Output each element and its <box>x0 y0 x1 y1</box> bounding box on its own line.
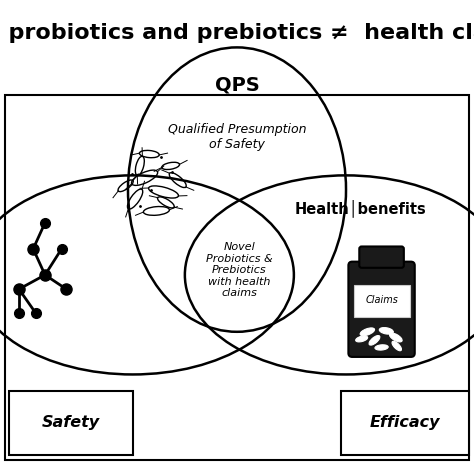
Ellipse shape <box>392 341 401 351</box>
FancyBboxPatch shape <box>348 262 415 357</box>
FancyBboxPatch shape <box>359 246 404 268</box>
FancyBboxPatch shape <box>341 391 469 455</box>
Ellipse shape <box>369 336 380 345</box>
Text: Health│benefits: Health│benefits <box>294 200 426 218</box>
Text: Efficacy: Efficacy <box>370 415 440 430</box>
Ellipse shape <box>390 333 402 342</box>
Text: Safety: Safety <box>42 415 100 430</box>
Text: QPS: QPS <box>215 76 259 95</box>
FancyBboxPatch shape <box>354 285 410 317</box>
Ellipse shape <box>356 336 368 342</box>
Ellipse shape <box>360 328 374 336</box>
Text: Claims: Claims <box>365 295 398 305</box>
FancyBboxPatch shape <box>9 391 133 455</box>
Text: el probiotics and prebiotics ≠  health clai: el probiotics and prebiotics ≠ health cl… <box>0 23 474 43</box>
Text: Novel
Probiotics &
Prebiotics
with health
claims: Novel Probiotics & Prebiotics with healt… <box>206 242 273 298</box>
Text: Qualified Presumption
of Safety: Qualified Presumption of Safety <box>168 123 306 152</box>
FancyBboxPatch shape <box>5 95 469 460</box>
Ellipse shape <box>379 328 393 334</box>
Ellipse shape <box>375 345 388 350</box>
